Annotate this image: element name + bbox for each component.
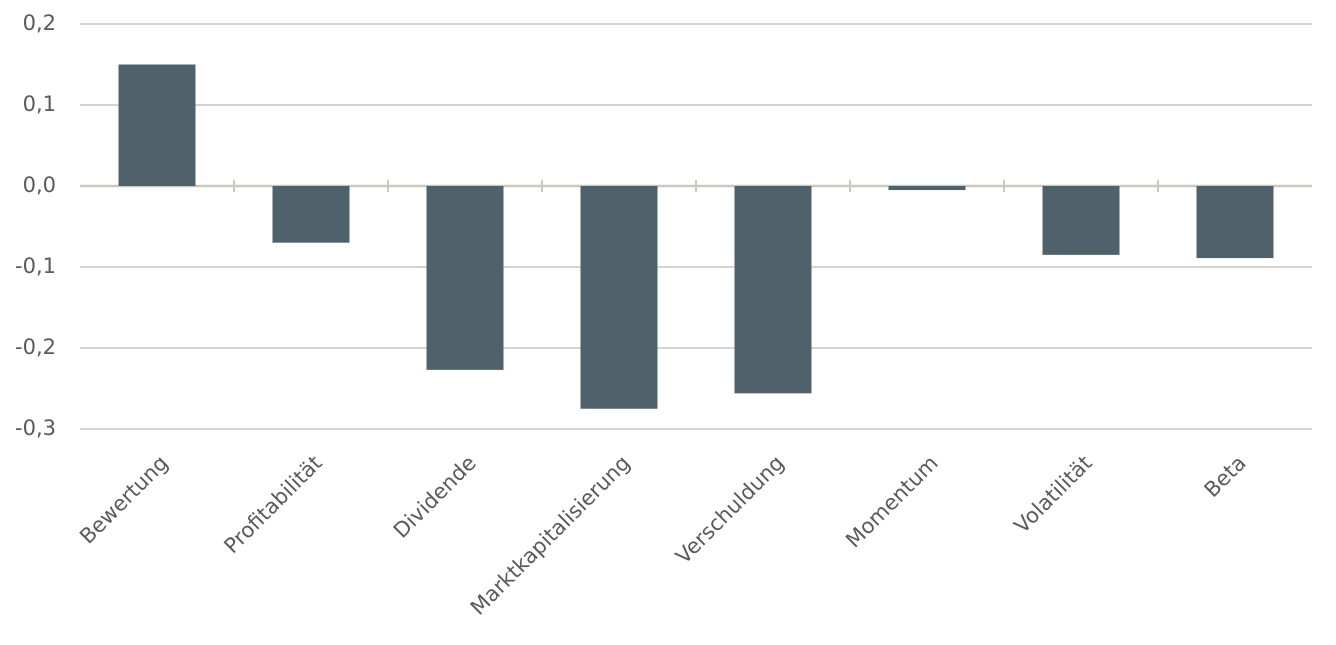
x-tick-label: Volatilität xyxy=(1010,451,1097,538)
y-tick-label: -0,3 xyxy=(15,416,56,440)
y-tick-label: 0,0 xyxy=(23,173,56,197)
bar xyxy=(272,186,350,243)
y-tick-label: -0,1 xyxy=(15,254,56,278)
x-tick-label: Bewertung xyxy=(75,451,173,549)
bar xyxy=(426,186,504,370)
y-tick-label: 0,1 xyxy=(23,92,56,116)
x-tick-label: Profitabilität xyxy=(219,451,326,558)
x-tick-label: Marktkapitalisierung xyxy=(466,451,635,620)
bar xyxy=(1042,186,1120,255)
bar xyxy=(734,186,812,394)
x-tick-label: Beta xyxy=(1200,451,1251,502)
bar xyxy=(118,64,196,186)
y-tick-label: -0,2 xyxy=(15,335,56,359)
bar xyxy=(1196,186,1274,259)
x-tick-label: Verschuldung xyxy=(671,451,789,569)
x-tick-label: Momentum xyxy=(841,451,943,553)
bar xyxy=(580,186,658,409)
x-tick-label: Dividende xyxy=(389,451,481,543)
bar xyxy=(888,186,966,191)
y-tick-label: 0,2 xyxy=(23,11,56,35)
